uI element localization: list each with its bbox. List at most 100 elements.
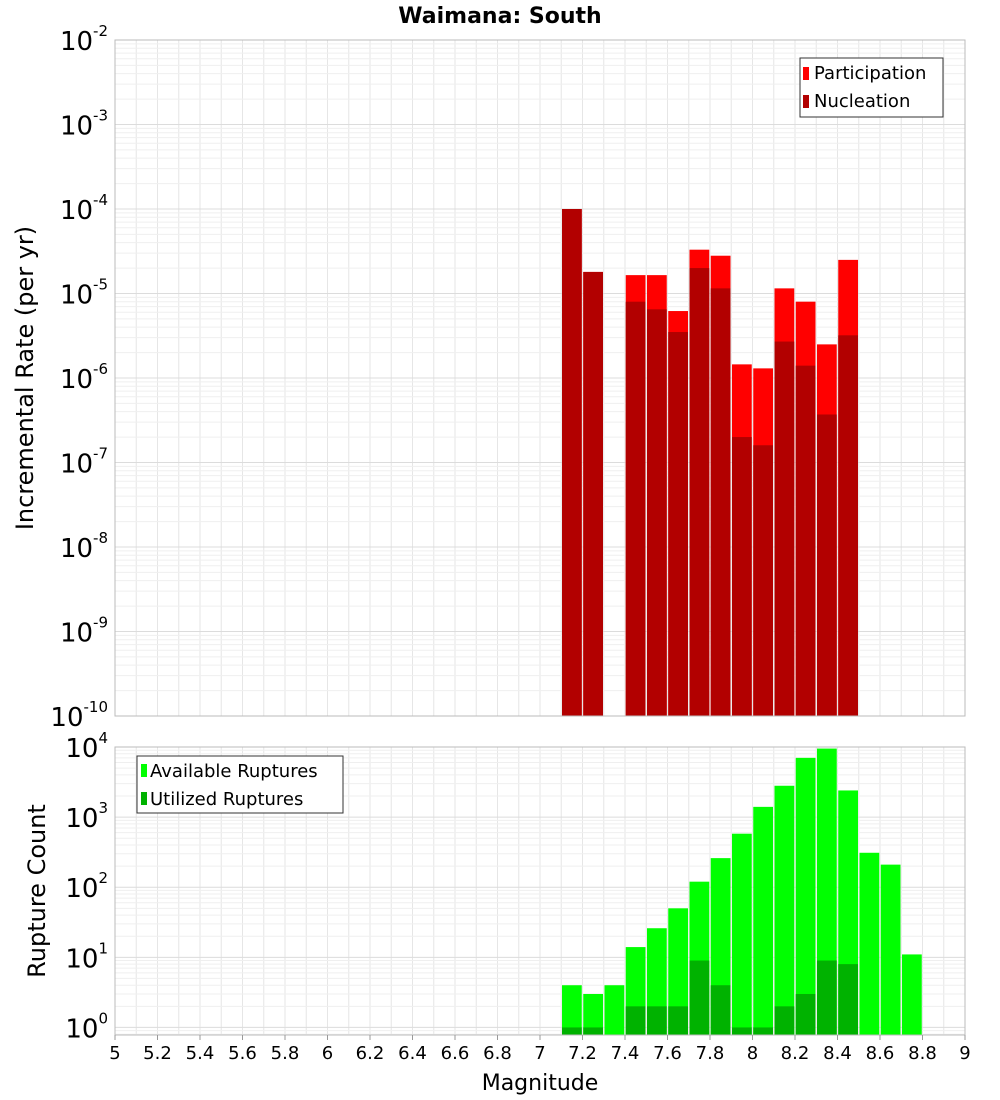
top-bar-nucleation — [838, 335, 858, 716]
top-bar-nucleation — [732, 437, 752, 716]
bottom-bar-available — [902, 954, 922, 1035]
bottom-bar-utilized — [647, 1006, 667, 1035]
x-tick-label: 8.8 — [908, 1043, 937, 1064]
x-tick-label: 8.4 — [823, 1043, 852, 1064]
bottom-bar-available — [774, 785, 795, 1035]
bottom-bar-available — [668, 908, 688, 1035]
x-tick-label: 8.6 — [866, 1043, 895, 1064]
x-tick-label: 6.4 — [398, 1043, 427, 1064]
top-ytick-base: 10 — [50, 703, 83, 733]
top-bar-nucleation — [583, 271, 603, 716]
top-ytick-base: 10 — [60, 27, 93, 57]
top-ytick-base: 10 — [60, 365, 93, 395]
top-bar-nucleation — [625, 301, 646, 716]
top-ytick-exp: -9 — [93, 614, 108, 632]
legend-swatch-participation — [803, 67, 809, 80]
x-tick-label: 6 — [322, 1043, 333, 1064]
top-bar-nucleation — [668, 332, 688, 716]
x-tick-label: 6.2 — [356, 1043, 385, 1064]
legend-swatch-utilized — [141, 792, 147, 805]
bottom-ytick-base: 10 — [65, 874, 98, 904]
bottom-bar-available — [859, 852, 880, 1035]
x-tick-label: 7.2 — [568, 1043, 597, 1064]
top-ytick-base: 10 — [60, 112, 93, 142]
bottom-legend: Available Ruptures Utilized Ruptures — [136, 755, 344, 814]
top-ytick: 10-4 — [60, 191, 108, 226]
bottom-bar-utilized — [668, 1006, 688, 1035]
bottom-y-axis-label: Rupture Count — [23, 804, 51, 978]
bottom-bar-utilized — [817, 960, 837, 1035]
bottom-bar-utilized — [732, 1027, 752, 1035]
top-ytick-exp: -10 — [84, 698, 109, 716]
bottom-ytick-base: 10 — [65, 804, 98, 834]
x-tick-label: 7.6 — [653, 1043, 682, 1064]
bottom-bar-utilized — [774, 1006, 795, 1035]
bottom-bar-available — [795, 757, 816, 1035]
top-bar-nucleation — [710, 288, 731, 716]
top-bar-nucleation — [647, 309, 667, 716]
x-tick-label: 5.8 — [271, 1043, 300, 1064]
top-ytick: 10-2 — [60, 22, 108, 57]
bottom-ytick: 104 — [65, 729, 108, 764]
chart-title: Waimana: South — [398, 4, 601, 29]
bottom-ytick-base: 10 — [65, 944, 98, 974]
bottom-ytick: 101 — [65, 939, 108, 974]
top-bar-nucleation — [795, 365, 816, 716]
x-tick-label: 9 — [959, 1043, 970, 1064]
bottom-bar-utilized — [838, 964, 858, 1035]
x-tick-label: 5.4 — [186, 1043, 215, 1064]
bottom-bar-utilized — [710, 985, 731, 1035]
x-tick-label: 5.2 — [143, 1043, 172, 1064]
top-ytick-exp: -4 — [93, 191, 108, 209]
legend-label-participation: Participation — [814, 63, 926, 84]
top-legend-box — [799, 57, 944, 118]
top-gridlines — [114, 39, 966, 717]
bottom-bar-utilized — [689, 960, 710, 1035]
bottom-ytick-exp: 0 — [98, 1009, 108, 1027]
legend-swatch-nucleation — [803, 95, 809, 108]
top-bar-nucleation — [689, 268, 710, 716]
x-tick-label: 7.4 — [611, 1043, 640, 1064]
bottom-ytick-base: 10 — [65, 734, 98, 764]
x-tick-label: 8 — [747, 1043, 758, 1064]
top-ytick-exp: -7 — [93, 445, 108, 463]
x-axis-label: Magnitude — [482, 1071, 599, 1096]
x-tick-label: 8.2 — [781, 1043, 810, 1064]
x-tick-labels: 5 5.2 5.4 5.6 5.8 6 6.2 6.4 6.6 6.8 7 7.2 7.4 7.6 7.8 8… — [109, 1035, 971, 1064]
top-ytick-exp: -3 — [93, 107, 108, 125]
x-tick-label: 5.6 — [228, 1043, 257, 1064]
bottom-bar-utilized — [562, 1027, 582, 1035]
x-tick-label: 6.8 — [483, 1043, 512, 1064]
top-ytick-exp: -2 — [93, 22, 108, 40]
x-tick-label: 6.6 — [441, 1043, 470, 1064]
top-ytick: 10-7 — [60, 445, 108, 480]
bottom-legend-box — [136, 755, 344, 814]
legend-swatch-available — [141, 764, 147, 777]
top-bar-nucleation — [774, 341, 795, 716]
top-ytick-base: 10 — [60, 281, 93, 311]
legend-label-nucleation: Nucleation — [814, 91, 910, 112]
bottom-bar-utilized — [625, 1006, 646, 1035]
x-tick-label: 5 — [109, 1043, 120, 1064]
top-ytick-base: 10 — [60, 196, 93, 226]
x-tick-label: 7.8 — [696, 1043, 725, 1064]
top-y-axis-label: Incremental Rate (per yr) — [11, 226, 39, 530]
top-ytick-exp: -8 — [93, 529, 108, 547]
bottom-bar-available — [753, 806, 773, 1035]
legend-label-utilized: Utilized Ruptures — [150, 789, 303, 810]
bottom-ytick-exp: 1 — [98, 939, 108, 957]
top-ytick: 10-5 — [60, 276, 108, 311]
top-ytick-base: 10 — [60, 534, 93, 564]
bottom-ytick: 103 — [65, 799, 108, 834]
x-tick-label: 7 — [534, 1043, 545, 1064]
top-ytick-base: 10 — [60, 450, 93, 480]
top-bar-nucleation — [817, 414, 837, 716]
bottom-bar-available — [562, 985, 582, 1035]
bottom-ytick-exp: 3 — [98, 799, 108, 817]
bottom-bar-available — [732, 833, 752, 1035]
